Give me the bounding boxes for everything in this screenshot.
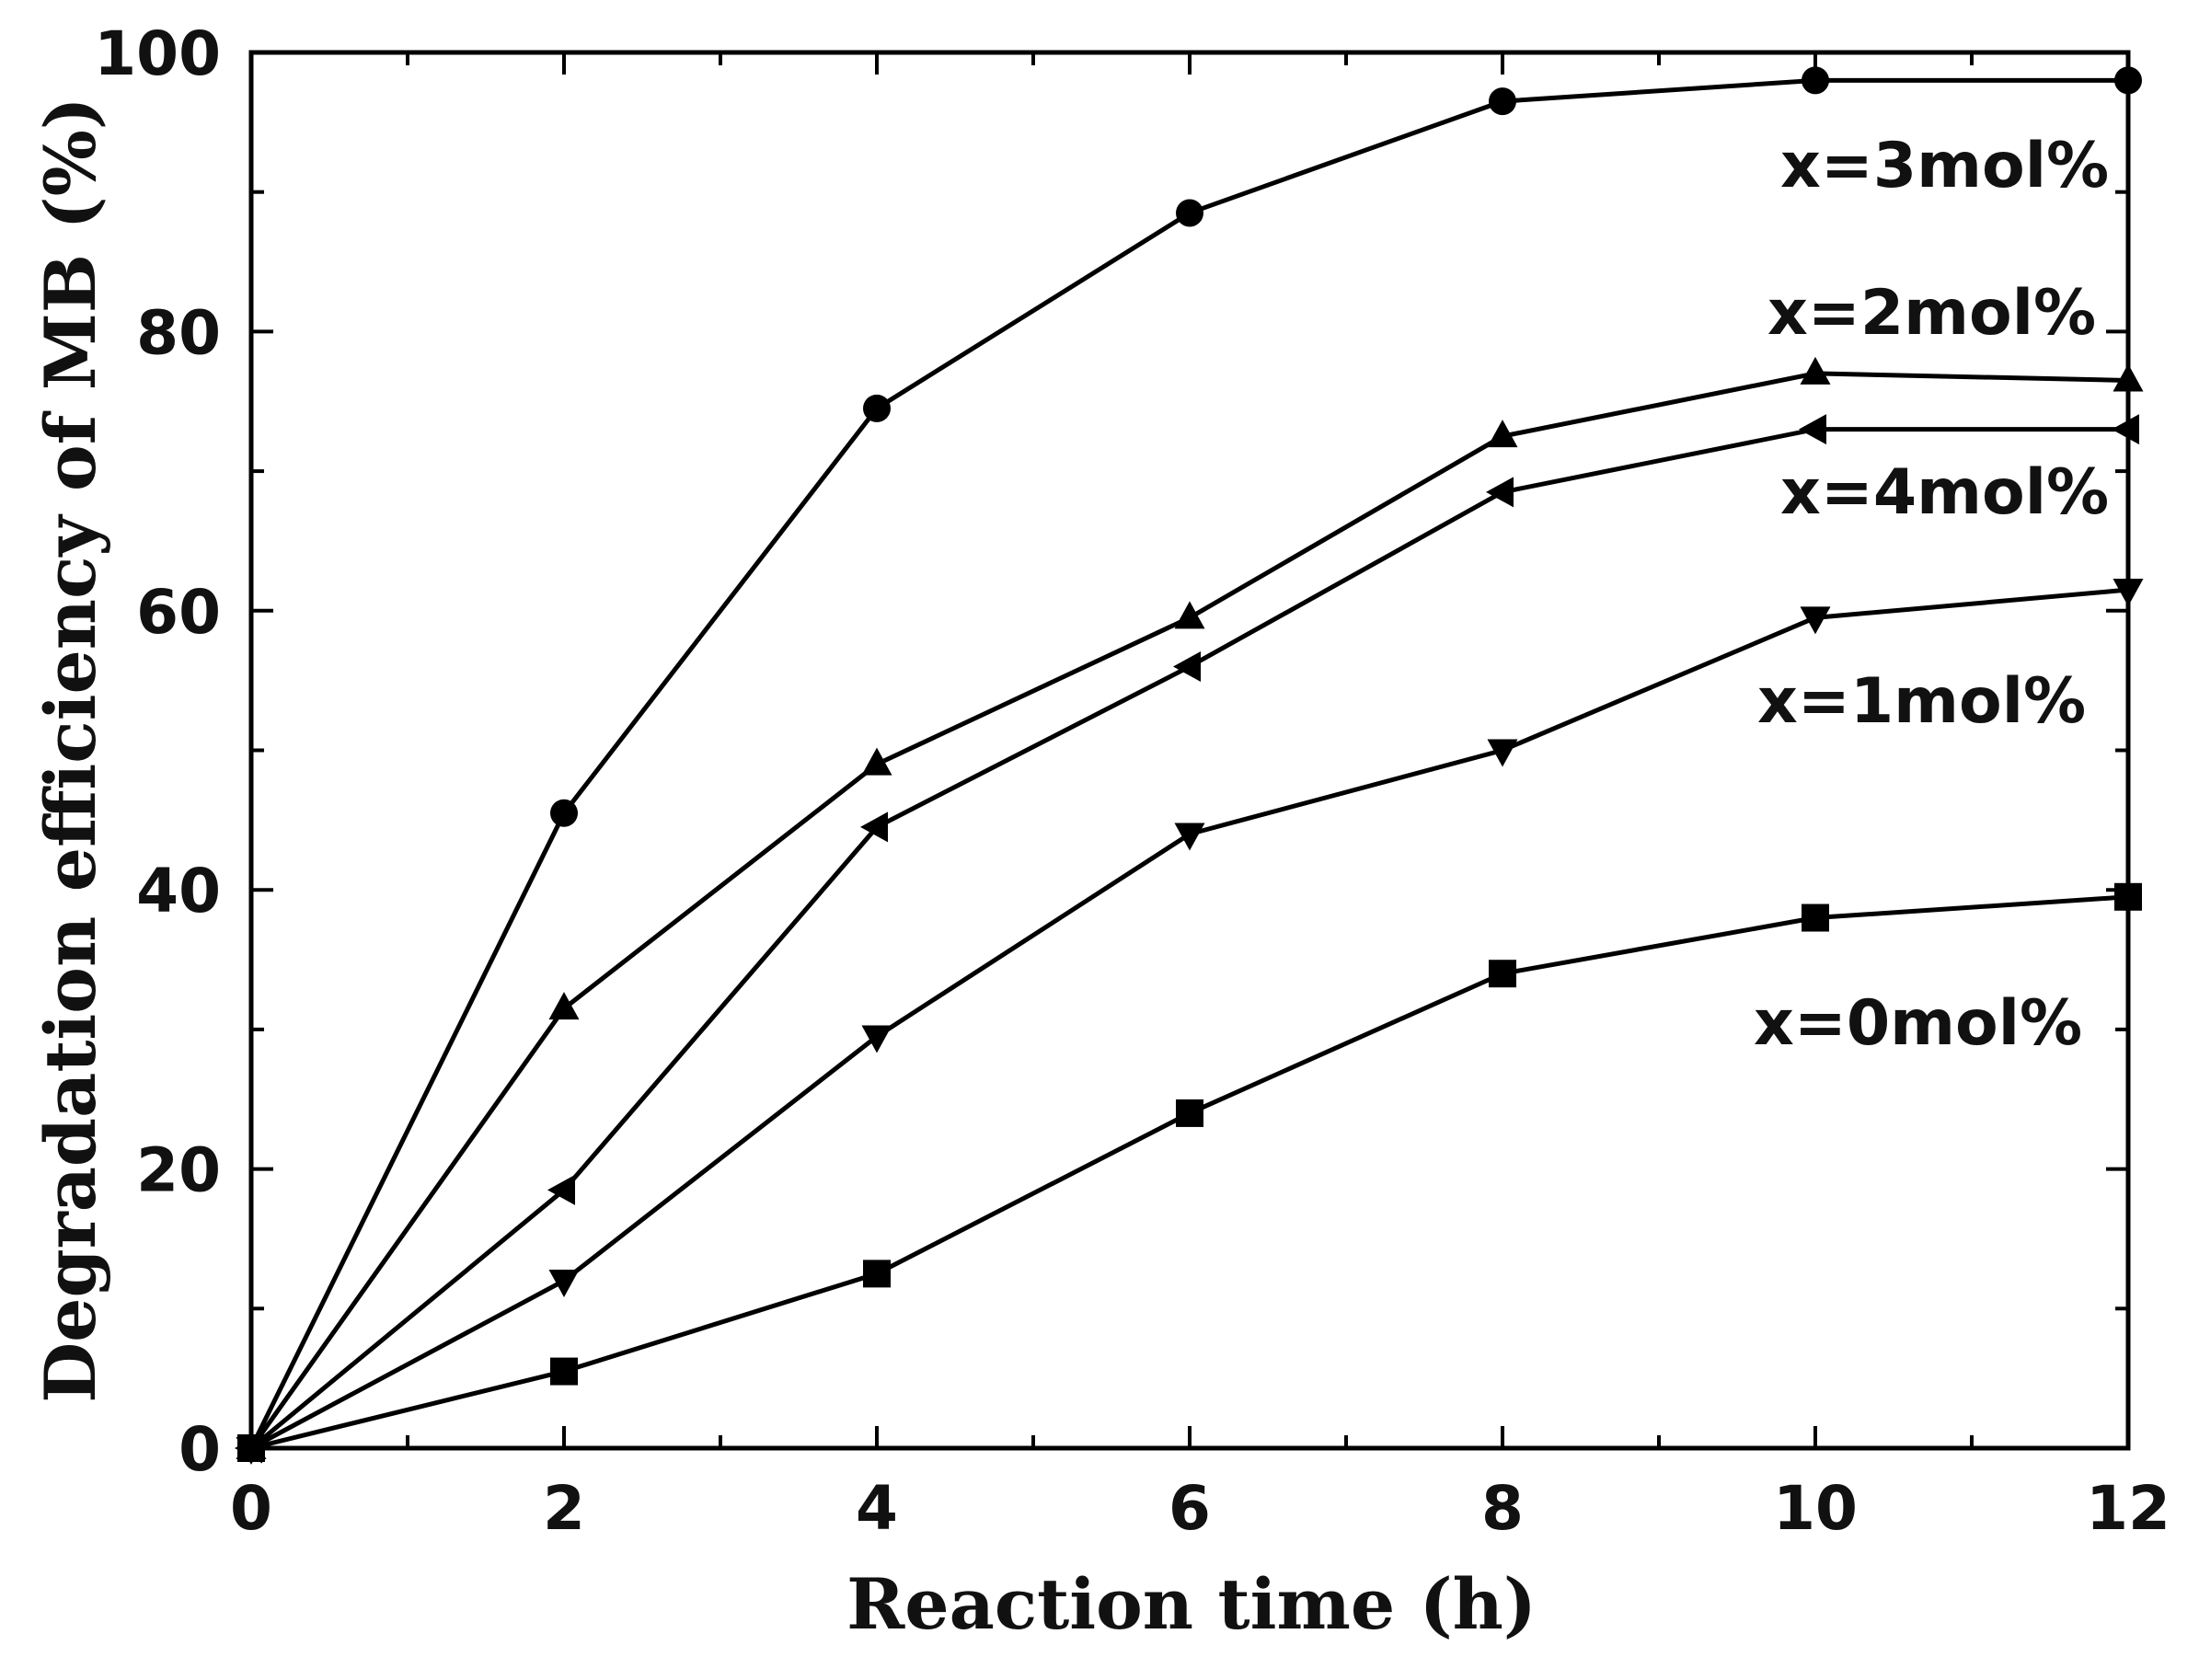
data-point (548, 1269, 580, 1297)
data-point (1174, 823, 1205, 851)
data-point (861, 747, 892, 776)
data-point (1800, 356, 1831, 385)
data-point (547, 1174, 575, 1205)
y-tick-label: 0 (178, 1414, 221, 1485)
data-point (2112, 414, 2139, 445)
x-tick-label: 2 (543, 1473, 585, 1544)
x-tick-label: 0 (230, 1473, 272, 1544)
series-0 (237, 66, 2142, 1462)
data-point (861, 1025, 892, 1053)
series-4 (237, 882, 2142, 1462)
x-tick-label: 8 (1481, 1473, 1524, 1544)
x-tick-label: 12 (2086, 1473, 2170, 1544)
data-point (1802, 903, 1829, 932)
data-point (860, 811, 888, 843)
y-tick-label: 60 (136, 577, 221, 648)
data-point (1173, 650, 1201, 682)
data-point (1489, 87, 1516, 116)
series-label-2mol: x=2mol% (1767, 277, 2096, 350)
series-label-3mol: x=3mol% (1780, 130, 2109, 202)
data-point (1802, 66, 1829, 95)
data-point (863, 1260, 891, 1288)
x-tick-label: 6 (1169, 1473, 1211, 1544)
data-point (863, 394, 891, 422)
series-line (250, 894, 2129, 1451)
series-label-4mol: x=4mol% (1780, 456, 2109, 529)
x-axis-title: Reaction time (h) (846, 1563, 1537, 1645)
tick-labels: 0 2 4 6 8 10 12 0 20 40 60 80 100 (94, 18, 2170, 1544)
series-line (248, 371, 2129, 1450)
axis-ticks (249, 51, 2130, 1450)
data-point (1800, 606, 1831, 635)
data-point (1489, 960, 1516, 988)
y-tick-label: 40 (136, 856, 221, 926)
x-tick-label: 10 (1773, 1473, 1858, 1544)
series-label-0mol: x=0mol% (1754, 987, 2082, 1060)
data-point (548, 992, 580, 1020)
series-label-1mol: x=1mol% (1757, 665, 2086, 738)
data-point (1487, 739, 1518, 767)
series-group (235, 66, 2144, 1465)
data-point (1799, 414, 1826, 445)
y-tick-label: 20 (136, 1135, 221, 1206)
y-tick-label: 100 (94, 18, 221, 89)
y-tick-label: 80 (136, 297, 221, 368)
data-point (550, 799, 578, 827)
x-tick-label: 4 (856, 1473, 898, 1544)
data-point (1486, 477, 1514, 508)
plot-frame (248, 50, 2131, 1451)
data-point (1176, 199, 1203, 227)
data-point (1176, 1099, 1203, 1127)
y-axis-title: Degradation efficiency of MB (%) (29, 97, 111, 1403)
data-point (1487, 420, 1518, 448)
data-point (1174, 601, 1205, 629)
data-point (550, 1357, 578, 1386)
